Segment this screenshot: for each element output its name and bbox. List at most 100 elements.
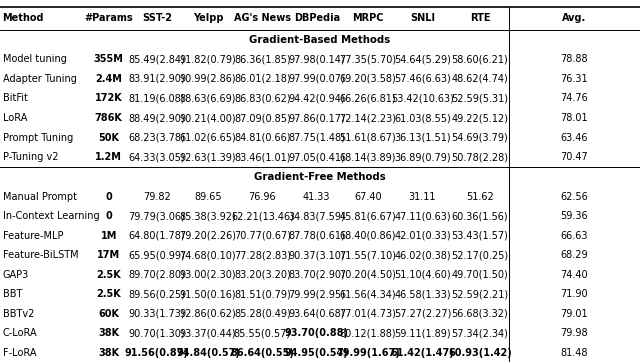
Text: 87.09(0.85): 87.09(0.85) bbox=[234, 113, 291, 123]
Text: Adapter Tuning: Adapter Tuning bbox=[3, 74, 76, 84]
Text: RTE: RTE bbox=[470, 13, 490, 24]
Text: 59.36: 59.36 bbox=[561, 211, 588, 221]
Text: 79.82: 79.82 bbox=[143, 191, 171, 202]
Text: 90.99(2.86): 90.99(2.86) bbox=[180, 74, 236, 84]
Text: 93.70(0.88): 93.70(0.88) bbox=[285, 328, 349, 338]
Text: 56.68(3.32): 56.68(3.32) bbox=[452, 309, 508, 319]
Text: 81.19(6.08): 81.19(6.08) bbox=[129, 93, 185, 104]
Text: P-Tuning v2: P-Tuning v2 bbox=[3, 152, 58, 162]
Text: 88.63(6.69): 88.63(6.69) bbox=[180, 93, 236, 104]
Text: 83.46(1.01): 83.46(1.01) bbox=[234, 152, 291, 162]
Text: 57.46(6.63): 57.46(6.63) bbox=[394, 74, 451, 84]
Text: 60.93(1.42): 60.93(1.42) bbox=[448, 348, 512, 358]
Text: 67.40: 67.40 bbox=[354, 191, 382, 202]
Text: C-LoRA: C-LoRA bbox=[3, 328, 37, 338]
Text: BBT: BBT bbox=[3, 289, 22, 299]
Text: 355M: 355M bbox=[94, 54, 124, 64]
Text: 68.23(3.78): 68.23(3.78) bbox=[129, 132, 185, 143]
Text: 78.01: 78.01 bbox=[561, 113, 588, 123]
Text: 172K: 172K bbox=[95, 93, 123, 104]
Text: 84.81(0.66): 84.81(0.66) bbox=[234, 132, 291, 143]
Text: 79.01: 79.01 bbox=[561, 309, 588, 319]
Text: GAP3: GAP3 bbox=[3, 270, 29, 280]
Text: Yelpp: Yelpp bbox=[193, 13, 223, 24]
Text: 86.36(1.85): 86.36(1.85) bbox=[234, 54, 291, 64]
Text: 79.98: 79.98 bbox=[561, 328, 588, 338]
Text: 94.42(0.94): 94.42(0.94) bbox=[289, 93, 345, 104]
Text: 46.02(0.38): 46.02(0.38) bbox=[394, 250, 451, 260]
Text: 68.29: 68.29 bbox=[561, 250, 588, 260]
Text: BBTv2: BBTv2 bbox=[3, 309, 34, 319]
Text: 64.33(3.05): 64.33(3.05) bbox=[129, 152, 185, 162]
Text: 94.95(0.54): 94.95(0.54) bbox=[285, 348, 349, 358]
Text: 57.27(2.27): 57.27(2.27) bbox=[394, 309, 451, 319]
Text: 72.14(2.23): 72.14(2.23) bbox=[339, 113, 397, 123]
Text: 87.75(1.48): 87.75(1.48) bbox=[289, 132, 345, 143]
Text: 74.40: 74.40 bbox=[561, 270, 588, 280]
Text: 36.13(1.51): 36.13(1.51) bbox=[394, 132, 451, 143]
Text: 81.48: 81.48 bbox=[561, 348, 588, 358]
Text: 58.60(6.21): 58.60(6.21) bbox=[452, 54, 508, 64]
Text: Feature-BiLSTM: Feature-BiLSTM bbox=[3, 250, 78, 260]
Text: 81.51(0.79): 81.51(0.79) bbox=[234, 289, 291, 299]
Text: 0: 0 bbox=[106, 191, 112, 202]
Text: Manual Prompt: Manual Prompt bbox=[3, 191, 77, 202]
Text: 17M: 17M bbox=[97, 250, 120, 260]
Text: 66.63: 66.63 bbox=[561, 231, 588, 241]
Text: 46.58(1.33): 46.58(1.33) bbox=[394, 289, 451, 299]
Text: 42.01(0.33): 42.01(0.33) bbox=[394, 231, 451, 241]
Text: 70.20(4.50): 70.20(4.50) bbox=[340, 270, 396, 280]
Text: 90.21(4.00): 90.21(4.00) bbox=[180, 113, 236, 123]
Text: #Params: #Params bbox=[84, 13, 133, 24]
Text: 1.2M: 1.2M bbox=[95, 152, 122, 162]
Text: 79.99(1.67): 79.99(1.67) bbox=[336, 348, 400, 358]
Text: 83.20(3.20): 83.20(3.20) bbox=[234, 270, 291, 280]
Text: 93.64(0.68): 93.64(0.68) bbox=[289, 309, 345, 319]
Text: 47.11(0.63): 47.11(0.63) bbox=[394, 211, 451, 221]
Text: 85.28(0.49): 85.28(0.49) bbox=[234, 309, 291, 319]
Text: 76.31: 76.31 bbox=[561, 74, 588, 84]
Text: 86.01(2.18): 86.01(2.18) bbox=[234, 74, 291, 84]
Text: SNLI: SNLI bbox=[410, 13, 435, 24]
Text: 50.78(2.28): 50.78(2.28) bbox=[451, 152, 509, 162]
Text: 57.34(2.34): 57.34(2.34) bbox=[452, 328, 508, 338]
Text: 94.84(0.57): 94.84(0.57) bbox=[176, 348, 240, 358]
Text: 49.22(5.12): 49.22(5.12) bbox=[451, 113, 509, 123]
Text: 70.77(0.67): 70.77(0.67) bbox=[234, 231, 291, 241]
Text: 97.99(0.07): 97.99(0.07) bbox=[289, 74, 345, 84]
Text: 91.50(0.16): 91.50(0.16) bbox=[180, 289, 236, 299]
Text: 77.01(4.73): 77.01(4.73) bbox=[340, 309, 396, 319]
Text: 85.38(3.92): 85.38(3.92) bbox=[180, 211, 236, 221]
Text: AG's News: AG's News bbox=[234, 13, 291, 24]
Text: 31.11: 31.11 bbox=[409, 191, 436, 202]
Text: F-LoRA: F-LoRA bbox=[3, 348, 36, 358]
Text: 36.89(0.79): 36.89(0.79) bbox=[394, 152, 451, 162]
Text: 63.46: 63.46 bbox=[561, 132, 588, 143]
Text: 64.80(1.78): 64.80(1.78) bbox=[129, 231, 185, 241]
Text: 69.20(3.58): 69.20(3.58) bbox=[340, 74, 396, 84]
Text: 68.40(0.86): 68.40(0.86) bbox=[340, 231, 396, 241]
Text: 89.70(2.80): 89.70(2.80) bbox=[129, 270, 185, 280]
Text: 97.05(0.41): 97.05(0.41) bbox=[289, 152, 345, 162]
Text: 51.10(4.60): 51.10(4.60) bbox=[394, 270, 451, 280]
Text: 59.11(1.89): 59.11(1.89) bbox=[394, 328, 451, 338]
Text: 90.33(1.73): 90.33(1.73) bbox=[129, 309, 185, 319]
Text: MRPC: MRPC bbox=[352, 13, 384, 24]
Text: SST-2: SST-2 bbox=[142, 13, 172, 24]
Text: 79.79(3.06): 79.79(3.06) bbox=[129, 211, 185, 221]
Text: 66.26(6.81): 66.26(6.81) bbox=[340, 93, 396, 104]
Text: Method: Method bbox=[3, 13, 44, 24]
Text: 54.69(3.79): 54.69(3.79) bbox=[452, 132, 508, 143]
Text: 90.70(1.30): 90.70(1.30) bbox=[129, 328, 185, 338]
Text: 87.78(0.61): 87.78(0.61) bbox=[289, 231, 345, 241]
Text: Gradient-Based Methods: Gradient-Based Methods bbox=[250, 35, 390, 45]
Text: 89.56(0.25): 89.56(0.25) bbox=[129, 289, 185, 299]
Text: 79.99(2.95): 79.99(2.95) bbox=[289, 289, 345, 299]
Text: 2.5K: 2.5K bbox=[97, 289, 121, 299]
Text: 79.20(2.26): 79.20(2.26) bbox=[179, 231, 237, 241]
Text: 93.37(0.44): 93.37(0.44) bbox=[180, 328, 236, 338]
Text: 51.61(8.67): 51.61(8.67) bbox=[340, 132, 396, 143]
Text: 38K: 38K bbox=[98, 348, 120, 358]
Text: 48.62(4.74): 48.62(4.74) bbox=[452, 74, 508, 84]
Text: 91.82(0.79): 91.82(0.79) bbox=[180, 54, 236, 64]
